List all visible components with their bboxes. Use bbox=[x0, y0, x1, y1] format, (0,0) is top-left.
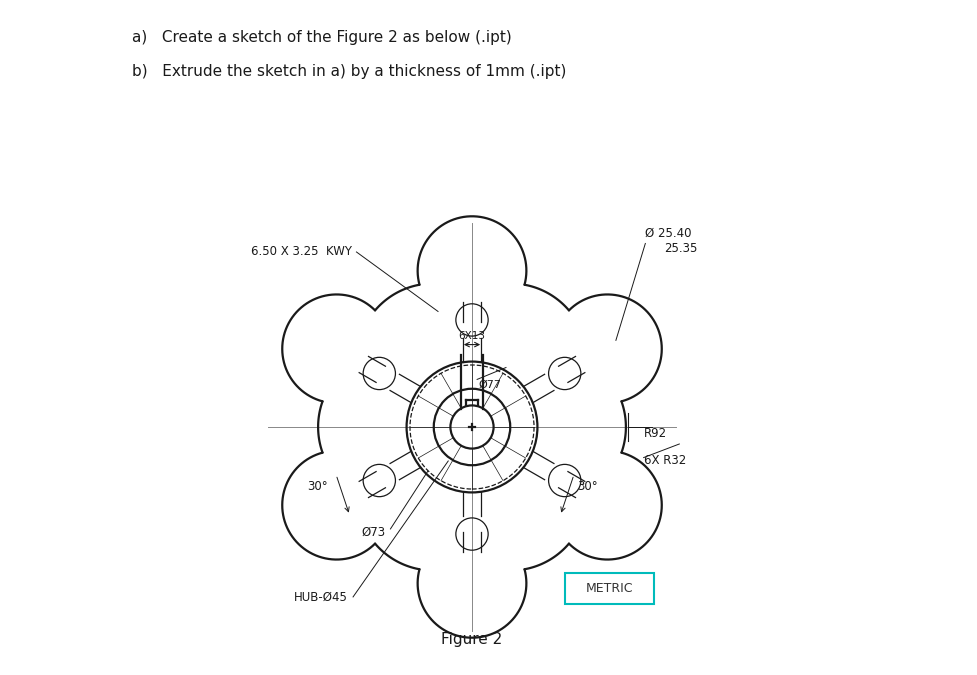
Text: 6.50 X 3.25  KWY: 6.50 X 3.25 KWY bbox=[251, 246, 352, 259]
Text: b)   Extrude the sketch in a) by a thickness of 1mm (.ipt): b) Extrude the sketch in a) by a thickne… bbox=[132, 64, 566, 79]
Text: HUB-Ø45: HUB-Ø45 bbox=[293, 591, 347, 603]
Text: 30°: 30° bbox=[307, 480, 327, 493]
Text: 6X13: 6X13 bbox=[458, 331, 485, 341]
Text: Ø 25.40: Ø 25.40 bbox=[645, 227, 691, 240]
Text: METRIC: METRIC bbox=[585, 582, 633, 595]
Text: 6X R32: 6X R32 bbox=[643, 454, 685, 468]
Text: R92: R92 bbox=[643, 427, 666, 440]
Text: 25.35: 25.35 bbox=[663, 242, 697, 255]
Text: a)   Create a sketch of the Figure 2 as below (.ipt): a) Create a sketch of the Figure 2 as be… bbox=[132, 30, 511, 45]
Text: 30°: 30° bbox=[576, 480, 597, 493]
Text: Ø73: Ø73 bbox=[361, 526, 385, 539]
Text: Ø77: Ø77 bbox=[479, 379, 501, 389]
Bar bbox=[565, 573, 654, 603]
Text: Figure 2: Figure 2 bbox=[441, 632, 502, 647]
